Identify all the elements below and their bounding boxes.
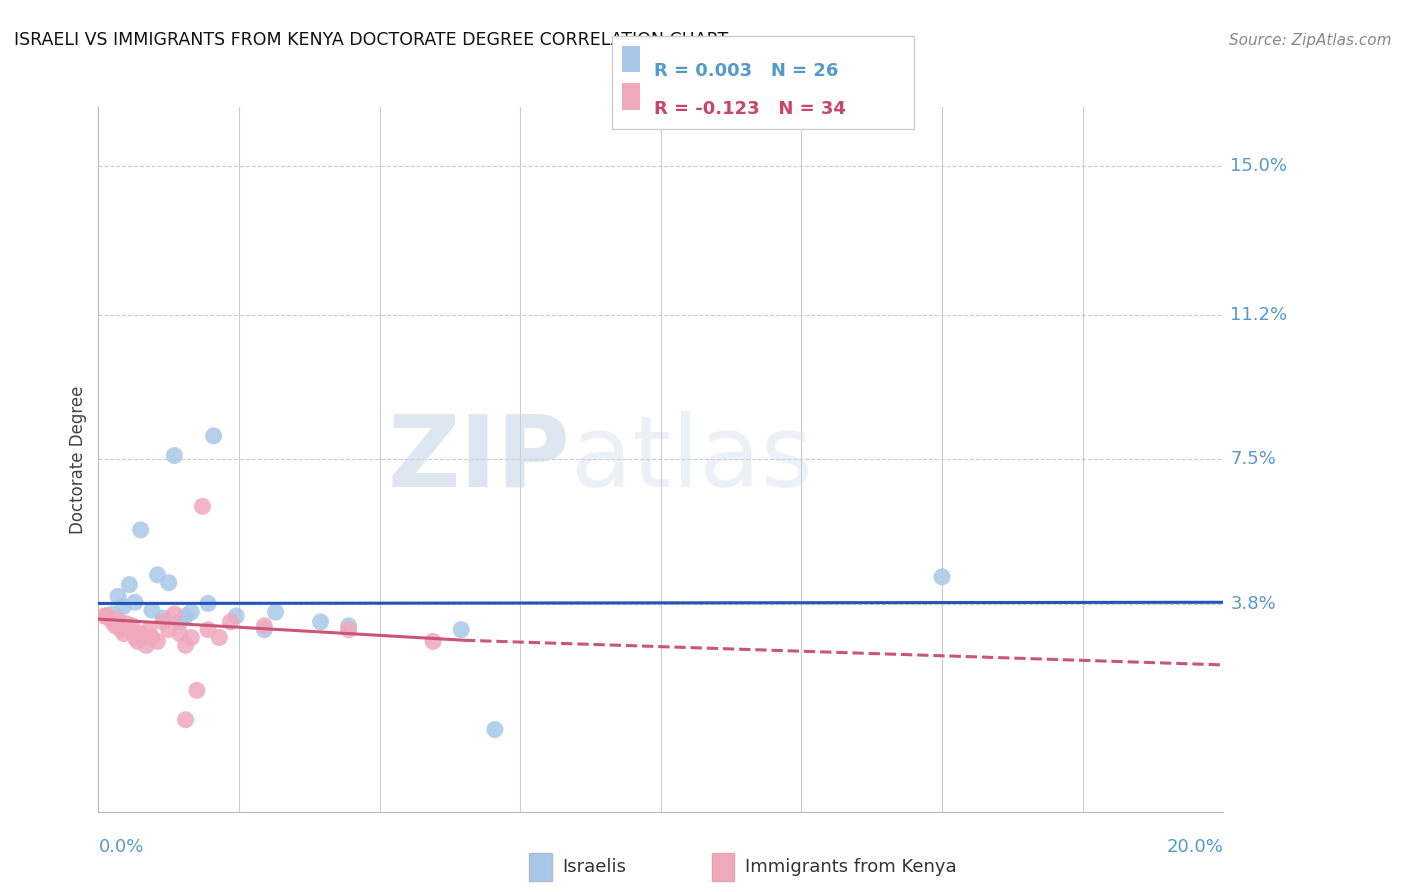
Point (101, 615, 124, 629)
Point (264, 605, 287, 619)
Point (96, 609, 118, 624)
Point (152, 611, 174, 625)
Text: 7.5%: 7.5% (1230, 450, 1277, 468)
Text: R = -0.123   N = 34: R = -0.123 N = 34 (654, 100, 845, 118)
Point (129, 626, 152, 640)
Point (163, 449, 186, 463)
Point (107, 590, 129, 604)
Point (253, 619, 276, 633)
Point (174, 609, 197, 624)
Point (163, 607, 186, 621)
Point (110, 623, 132, 637)
Point (146, 567, 169, 582)
Point (191, 500, 214, 514)
Point (197, 597, 219, 611)
Point (124, 595, 146, 609)
Point (169, 626, 191, 640)
Point (186, 683, 208, 698)
Text: 0.0%: 0.0% (98, 838, 143, 856)
Point (121, 619, 143, 633)
Point (132, 631, 155, 645)
Point (96, 609, 118, 624)
Point (337, 619, 360, 633)
Point (98, 611, 121, 625)
Point (135, 638, 157, 652)
Text: Israelis: Israelis (562, 858, 627, 876)
Text: ZIP: ZIP (388, 411, 571, 508)
Text: 11.2%: 11.2% (1230, 306, 1288, 324)
Point (118, 577, 141, 591)
Point (93, 609, 115, 624)
Point (450, 623, 472, 637)
Point (931, 570, 953, 584)
Point (174, 638, 197, 652)
Point (422, 634, 444, 648)
Point (112, 626, 135, 640)
Point (484, 723, 506, 737)
Point (180, 631, 202, 645)
Point (112, 599, 135, 614)
Text: 15.0%: 15.0% (1230, 157, 1288, 175)
Point (129, 523, 152, 537)
Text: ISRAELI VS IMMIGRANTS FROM KENYA DOCTORATE DEGREE CORRELATION CHART: ISRAELI VS IMMIGRANTS FROM KENYA DOCTORA… (14, 31, 728, 49)
Text: 20.0%: 20.0% (1167, 838, 1223, 856)
Point (157, 623, 180, 637)
Text: Source: ZipAtlas.com: Source: ZipAtlas.com (1229, 33, 1392, 47)
Point (138, 623, 160, 637)
Point (157, 575, 180, 590)
Point (180, 605, 202, 619)
Point (169, 615, 191, 629)
Point (225, 609, 247, 624)
Text: 3.8%: 3.8% (1230, 595, 1277, 613)
Point (174, 713, 197, 727)
Point (141, 631, 163, 645)
Point (107, 613, 129, 627)
Point (146, 634, 169, 648)
Point (104, 619, 127, 633)
Point (115, 616, 138, 631)
Text: atlas: atlas (571, 411, 813, 508)
Point (124, 631, 146, 645)
Point (141, 603, 163, 617)
Point (101, 607, 124, 621)
Point (208, 631, 231, 645)
Point (152, 615, 174, 629)
Point (309, 615, 332, 629)
Y-axis label: Doctorate Degree: Doctorate Degree (69, 385, 87, 533)
Point (127, 634, 149, 648)
Point (337, 623, 360, 637)
Point (118, 623, 141, 637)
Point (115, 621, 138, 635)
Point (253, 623, 276, 637)
Point (219, 615, 242, 629)
Point (197, 623, 219, 637)
Point (202, 429, 225, 443)
Text: Immigrants from Kenya: Immigrants from Kenya (745, 858, 957, 876)
Text: R = 0.003   N = 26: R = 0.003 N = 26 (654, 62, 838, 80)
